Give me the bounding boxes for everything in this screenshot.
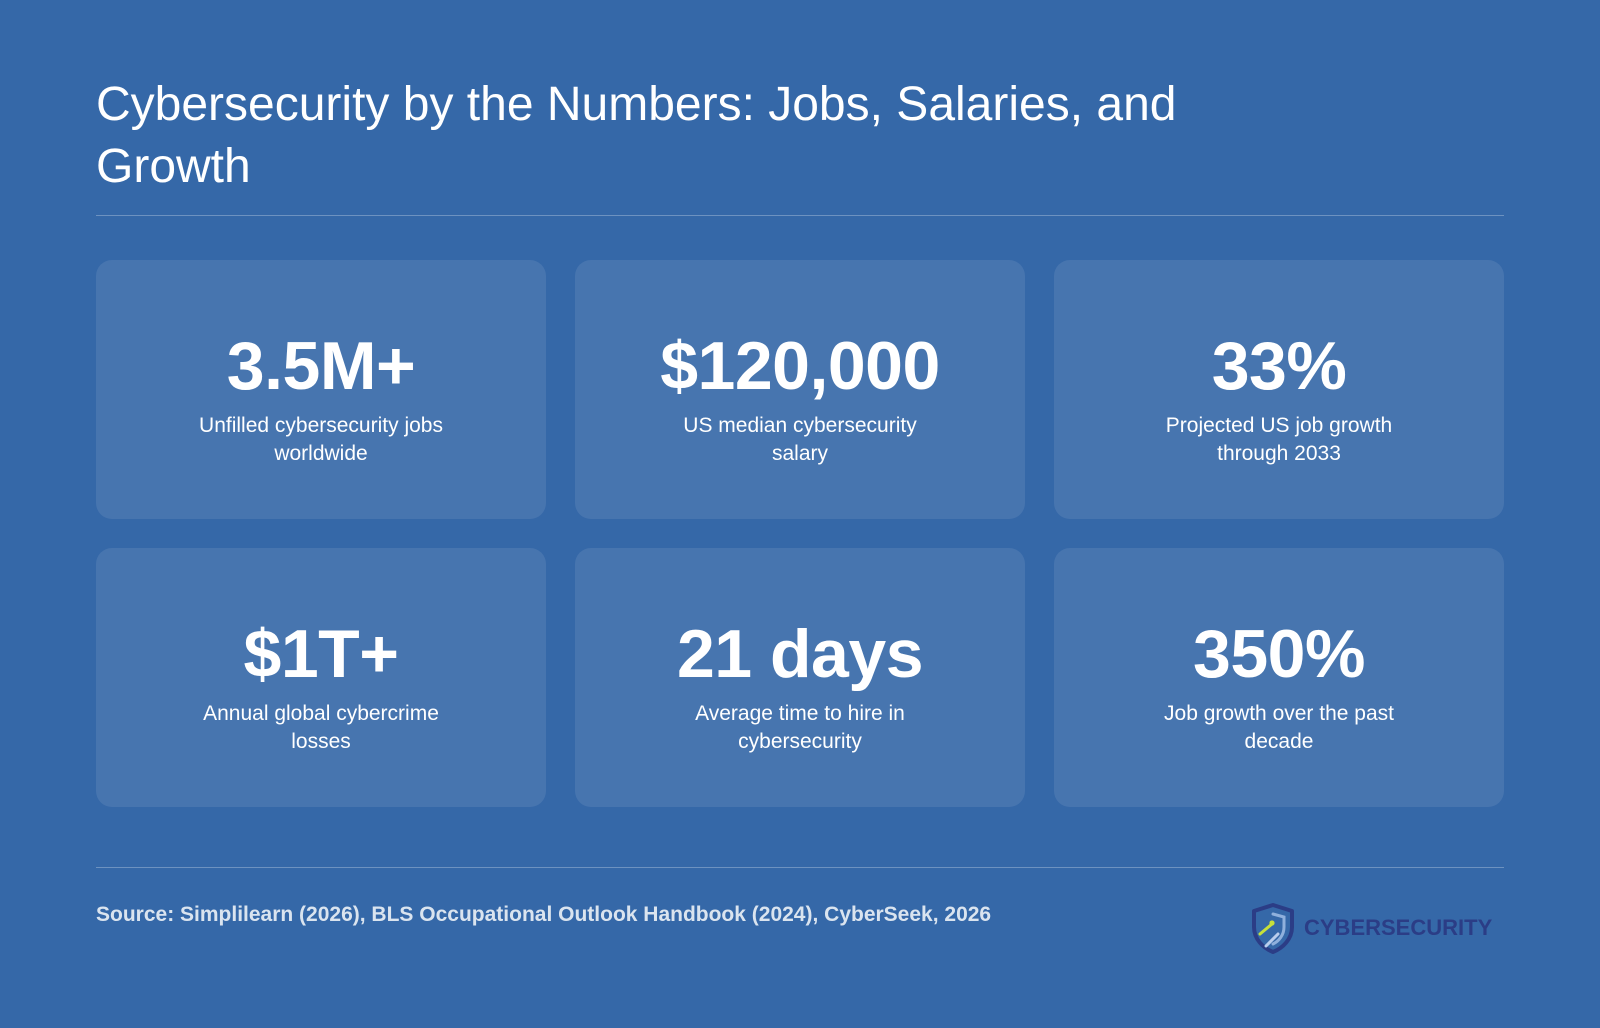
stat-label: Average time to hire in cybersecurity xyxy=(695,702,905,753)
stat-label: Unfilled cybersecurity jobs worldwide xyxy=(199,414,443,465)
page-title: Cybersecurity by the Numbers: Jobs, Sala… xyxy=(96,78,1177,193)
stat-card-decade-growth: 350% Job growth over the past decade xyxy=(1054,548,1504,807)
stat-value: $1T+ xyxy=(243,616,399,692)
stat-card-median-salary: $120,000 US median cybersecurity salary xyxy=(575,260,1025,519)
logo-text: CYBERSECURITY xyxy=(1304,915,1493,940)
shield-icon xyxy=(1252,903,1294,954)
stat-value: 3.5M+ xyxy=(226,328,416,404)
top-divider xyxy=(96,215,1504,216)
stat-card-time-to-hire: 21 days Average time to hire in cybersec… xyxy=(575,548,1025,807)
stat-label: Job growth over the past decade xyxy=(1164,702,1394,753)
brand-logo: CYBERSECURITY xyxy=(1250,902,1492,954)
stat-label: Projected US job growth through 2033 xyxy=(1165,414,1393,465)
source-citation: Source: Simplilearn (2026), BLS Occupati… xyxy=(96,903,992,926)
stat-value: 21 days xyxy=(676,616,924,692)
stat-value: 33% xyxy=(1211,328,1347,404)
stat-value: 350% xyxy=(1193,616,1365,692)
bottom-divider xyxy=(96,867,1504,868)
stat-card-job-growth-projection: 33% Projected US job growth through 2033 xyxy=(1054,260,1504,519)
stat-label: Annual global cybercrime losses xyxy=(203,702,439,753)
stats-grid: 3.5M+ Unfilled cybersecurity jobs worldw… xyxy=(96,260,1504,807)
stat-label: US median cybersecurity salary xyxy=(683,414,917,465)
stat-card-unfilled-jobs: 3.5M+ Unfilled cybersecurity jobs worldw… xyxy=(96,260,546,519)
stat-card-cybercrime-losses: $1T+ Annual global cybercrime losses xyxy=(96,548,546,807)
stat-value: $120,000 xyxy=(660,328,940,404)
